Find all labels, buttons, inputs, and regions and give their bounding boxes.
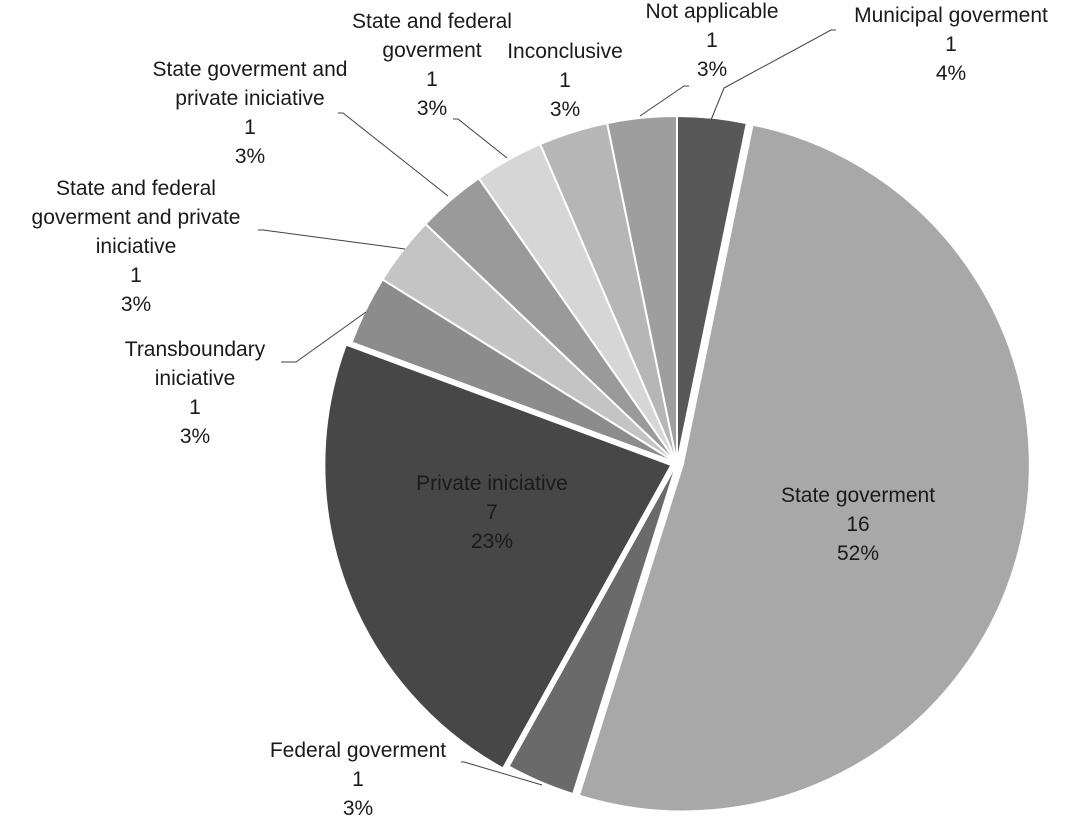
leader-line-state-private xyxy=(338,112,449,197)
slice-label-line: 1 xyxy=(706,29,718,52)
pie-slice-state xyxy=(577,123,1031,813)
slice-label-line: 7 xyxy=(486,501,498,524)
slice-label-line: Inconclusive xyxy=(507,40,623,63)
slice-label-line: State and federal xyxy=(56,177,216,200)
pie-slice-federal xyxy=(507,462,678,796)
slice-label-line: 3% xyxy=(343,797,373,820)
slice-label-private: Private iniciative 7 23% xyxy=(416,472,568,553)
slice-label-line: 1 xyxy=(559,69,571,92)
slice-label-line: 16 xyxy=(846,513,869,536)
slice-label-line: 3% xyxy=(697,58,727,81)
slice-label-federal: Federal goverment 1 3% xyxy=(270,739,446,820)
pie-slice-private xyxy=(323,343,673,770)
slice-label-line: 3% xyxy=(550,98,580,121)
leader-line-municipal xyxy=(710,29,836,121)
slice-label-line: 3% xyxy=(235,145,265,168)
slice-label-not-applicable: Not applicable 1 3% xyxy=(645,0,778,81)
slice-label-line: iniciative xyxy=(96,235,177,258)
slice-label-line: 1 xyxy=(244,116,256,139)
slice-labels: Municipal goverment 1 4% State goverment 16 5… xyxy=(32,0,1049,820)
slice-label-line: Municipal goverment xyxy=(854,4,1048,27)
slice-label-line: State goverment xyxy=(781,484,935,507)
slice-label-line: 1 xyxy=(426,68,438,91)
leader-line-state-federal xyxy=(453,118,508,159)
slice-label-line: 1 xyxy=(945,33,957,56)
slice-label-state: State goverment 16 52% xyxy=(781,484,935,565)
leader-line-transboundary xyxy=(281,311,367,363)
slice-label-line: 3% xyxy=(121,293,151,316)
slice-label-line: 4% xyxy=(936,62,966,85)
slice-label-line: 3% xyxy=(180,425,210,448)
slice-label-line: 52% xyxy=(837,542,879,565)
slice-label-line: 3% xyxy=(417,97,447,120)
slice-label-line: Federal goverment xyxy=(270,739,446,762)
slice-label-municipal: Municipal goverment 1 4% xyxy=(854,4,1048,85)
slice-label-inconclusive: Inconclusive 1 3% xyxy=(507,40,623,121)
slice-label-line: iniciative xyxy=(155,367,236,390)
slice-label-transboundary: Transboundary iniciative 1 3% xyxy=(125,338,266,448)
leader-lines xyxy=(258,29,836,786)
leader-line-not-applicable xyxy=(639,85,689,117)
slice-label-state-federal-private: State and federal goverment and private in… xyxy=(32,177,241,316)
slice-label-line: private iniciative xyxy=(175,87,324,110)
slice-label-line: 1 xyxy=(189,396,201,419)
slice-label-line: 1 xyxy=(130,264,142,287)
slice-label-state-federal: State and federal goverment 1 3% xyxy=(352,10,512,120)
slice-label-line: Private iniciative xyxy=(416,472,568,495)
slice-label-line: State and federal xyxy=(352,10,512,33)
slice-label-line: 1 xyxy=(352,768,364,791)
slice-label-line: goverment xyxy=(382,39,481,62)
slice-label-line: goverment and private xyxy=(32,206,241,229)
slice-label-state-private: State goverment and private iniciative 1 3% xyxy=(153,58,348,168)
slice-label-line: 23% xyxy=(471,530,513,553)
leader-line-state-federal-private xyxy=(258,229,406,250)
slice-label-line: Transboundary xyxy=(125,338,266,361)
slice-label-line: State goverment and xyxy=(153,58,348,81)
pie-slice-not-applicable xyxy=(605,114,678,464)
leader-line-federal xyxy=(461,761,543,786)
pie-slices xyxy=(323,114,1031,813)
slice-label-line: Not applicable xyxy=(645,0,778,23)
